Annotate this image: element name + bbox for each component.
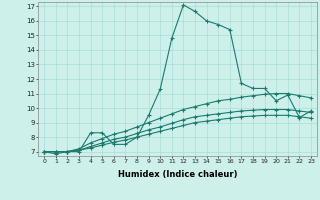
X-axis label: Humidex (Indice chaleur): Humidex (Indice chaleur) [118, 170, 237, 179]
